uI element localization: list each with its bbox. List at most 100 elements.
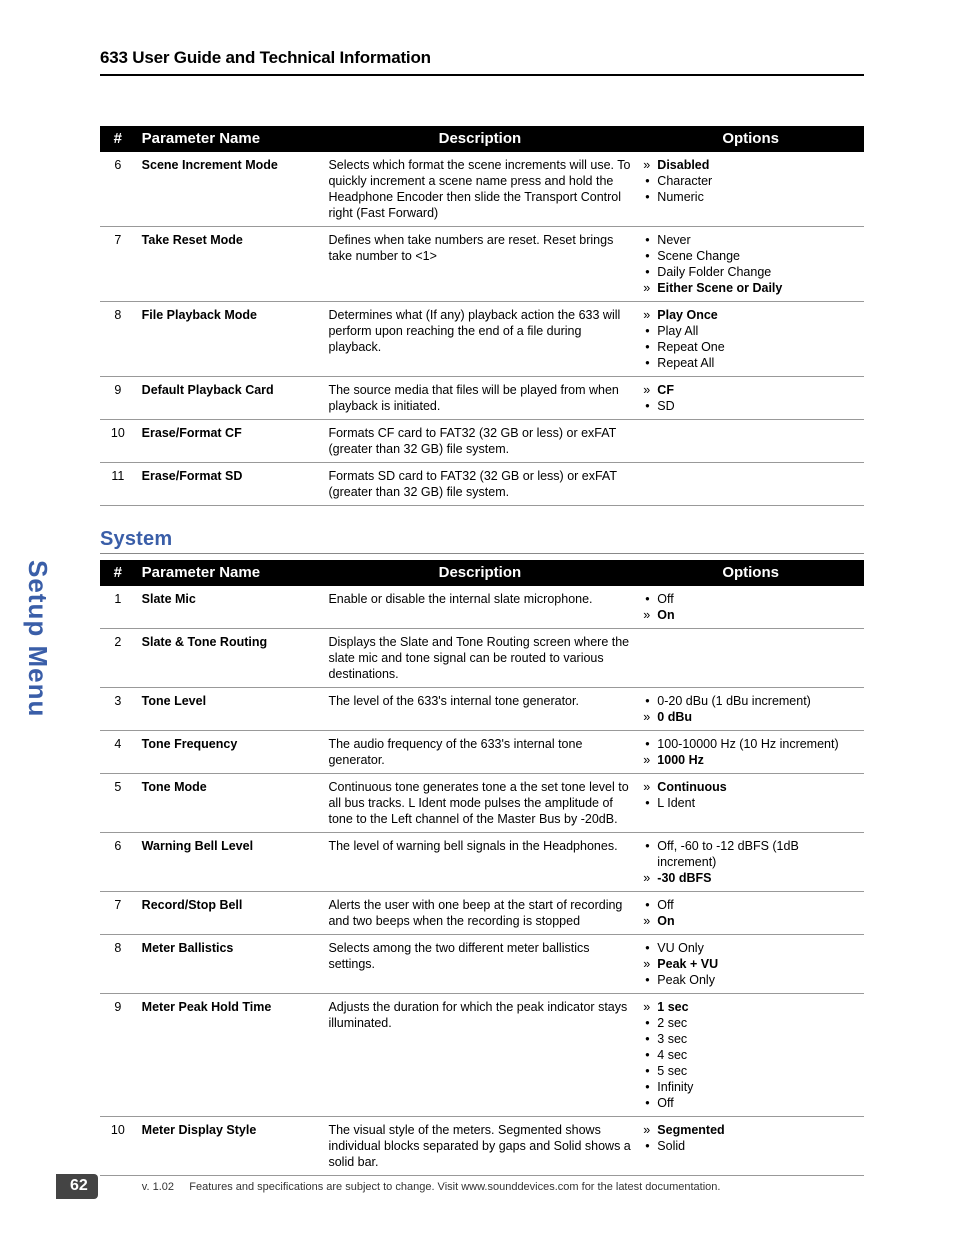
- cell-num: 9: [100, 994, 136, 1117]
- option-item: 2 sec: [643, 1015, 858, 1031]
- cell-parameter-name: Slate & Tone Routing: [136, 629, 323, 688]
- table-row: 5Tone ModeContinuous tone generates tone…: [100, 774, 864, 833]
- option-item: SD: [643, 398, 858, 414]
- cell-parameter-name: Erase/Format CF: [136, 420, 323, 463]
- cell-num: 5: [100, 774, 136, 833]
- cell-options: [637, 420, 864, 463]
- cell-description: Displays the Slate and Tone Routing scre…: [322, 629, 637, 688]
- table-row: 7Take Reset ModeDefines when take number…: [100, 227, 864, 302]
- footer-text: v. 1.02 Features and specifications are …: [142, 1181, 721, 1193]
- table-header-row: # Parameter Name Description Options: [100, 126, 864, 152]
- option-item: Off: [643, 591, 858, 607]
- header-rule: [100, 74, 864, 76]
- cell-options: [637, 463, 864, 506]
- option-item: Play Once: [643, 307, 858, 323]
- option-item: Off: [643, 897, 858, 913]
- version-label: v. 1.02: [142, 1181, 174, 1193]
- cell-num: 2: [100, 629, 136, 688]
- options-list: ContinuousL Ident: [643, 779, 858, 811]
- cell-options: 1 sec2 sec3 sec4 sec5 secInfinityOff: [637, 994, 864, 1117]
- table-row: 3Tone LevelThe level of the 633's intern…: [100, 688, 864, 731]
- cell-parameter-name: Erase/Format SD: [136, 463, 323, 506]
- page-number-badge: 62: [56, 1174, 98, 1199]
- cell-description: Continuous tone generates tone a the set…: [322, 774, 637, 833]
- cell-description: Alerts the user with one beep at the sta…: [322, 892, 637, 935]
- cell-parameter-name: Warning Bell Level: [136, 833, 323, 892]
- parameter-table-1: # Parameter Name Description Options 6Sc…: [100, 126, 864, 506]
- footer-note: Features and specifications are subject …: [189, 1181, 720, 1193]
- col-header-num: #: [100, 560, 136, 586]
- options-list: DisabledCharacterNumeric: [643, 157, 858, 205]
- options-list: Off, -60 to -12 dBFS (1dB increment)-30 …: [643, 838, 858, 886]
- cell-num: 6: [100, 152, 136, 227]
- table-row: 10Erase/Format CFFormats CF card to FAT3…: [100, 420, 864, 463]
- cell-options: NeverScene ChangeDaily Folder ChangeEith…: [637, 227, 864, 302]
- options-list: OffOn: [643, 591, 858, 623]
- parameter-table-2: # Parameter Name Description Options 1Sl…: [100, 560, 864, 1176]
- cell-options: SegmentedSolid: [637, 1117, 864, 1176]
- cell-description: Adjusts the duration for which the peak …: [322, 994, 637, 1117]
- table-row: 11Erase/Format SDFormats SD card to FAT3…: [100, 463, 864, 506]
- table-row: 6Scene Increment ModeSelects which forma…: [100, 152, 864, 227]
- cell-description: The level of the 633's internal tone gen…: [322, 688, 637, 731]
- option-item: Play All: [643, 323, 858, 339]
- col-header-opt: Options: [637, 560, 864, 586]
- col-header-opt: Options: [637, 126, 864, 152]
- option-item: 5 sec: [643, 1063, 858, 1079]
- doc-title: 633 User Guide and Technical Information: [100, 48, 864, 68]
- options-list: SegmentedSolid: [643, 1122, 858, 1154]
- options-list: 100-10000 Hz (10 Hz increment)1000 Hz: [643, 736, 858, 768]
- cell-options: Play OncePlay AllRepeat OneRepeat All: [637, 302, 864, 377]
- table-row: 9Meter Peak Hold TimeAdjusts the duratio…: [100, 994, 864, 1117]
- col-header-desc: Description: [322, 560, 637, 586]
- cell-parameter-name: Record/Stop Bell: [136, 892, 323, 935]
- cell-options: CFSD: [637, 377, 864, 420]
- cell-num: 10: [100, 1117, 136, 1176]
- option-item: Scene Change: [643, 248, 858, 264]
- cell-num: 4: [100, 731, 136, 774]
- table-row: 7Record/Stop BellAlerts the user with on…: [100, 892, 864, 935]
- option-item: Daily Folder Change: [643, 264, 858, 280]
- option-item: 0 dBu: [643, 709, 858, 725]
- cell-parameter-name: Meter Peak Hold Time: [136, 994, 323, 1117]
- option-item: Repeat One: [643, 339, 858, 355]
- cell-num: 8: [100, 302, 136, 377]
- table-row: 6Warning Bell LevelThe level of warning …: [100, 833, 864, 892]
- option-item: Character: [643, 173, 858, 189]
- col-header-num: #: [100, 126, 136, 152]
- cell-num: 3: [100, 688, 136, 731]
- table-row: 2Slate & Tone RoutingDisplays the Slate …: [100, 629, 864, 688]
- table-row: 10Meter Display StyleThe visual style of…: [100, 1117, 864, 1176]
- table-row: 8Meter BallisticsSelects among the two d…: [100, 935, 864, 994]
- cell-options: [637, 629, 864, 688]
- cell-description: Selects which format the scene increment…: [322, 152, 637, 227]
- col-header-name: Parameter Name: [136, 126, 323, 152]
- cell-description: Selects among the two different meter ba…: [322, 935, 637, 994]
- option-item: Off: [643, 1095, 858, 1111]
- cell-options: DisabledCharacterNumeric: [637, 152, 864, 227]
- footer: 62 v. 1.02 Features and specifications a…: [0, 1174, 954, 1199]
- options-list: OffOn: [643, 897, 858, 929]
- col-header-name: Parameter Name: [136, 560, 323, 586]
- option-item: Solid: [643, 1138, 858, 1154]
- cell-num: 11: [100, 463, 136, 506]
- cell-options: VU OnlyPeak + VUPeak Only: [637, 935, 864, 994]
- cell-parameter-name: Tone Frequency: [136, 731, 323, 774]
- cell-options: OffOn: [637, 586, 864, 629]
- cell-description: Formats CF card to FAT32 (32 GB or less)…: [322, 420, 637, 463]
- cell-description: Defines when take numbers are reset. Res…: [322, 227, 637, 302]
- section-heading-system: System: [100, 528, 864, 554]
- cell-description: The visual style of the meters. Segmente…: [322, 1117, 637, 1176]
- cell-description: The audio frequency of the 633's interna…: [322, 731, 637, 774]
- cell-options: OffOn: [637, 892, 864, 935]
- cell-options: 100-10000 Hz (10 Hz increment)1000 Hz: [637, 731, 864, 774]
- table-row: 4Tone FrequencyThe audio frequency of th…: [100, 731, 864, 774]
- options-list: Play OncePlay AllRepeat OneRepeat All: [643, 307, 858, 371]
- page: 633 User Guide and Technical Information…: [0, 0, 954, 1235]
- cell-parameter-name: Slate Mic: [136, 586, 323, 629]
- cell-num: 7: [100, 892, 136, 935]
- table-row: 8File Playback ModeDetermines what (If a…: [100, 302, 864, 377]
- cell-description: Enable or disable the internal slate mic…: [322, 586, 637, 629]
- cell-options: ContinuousL Ident: [637, 774, 864, 833]
- side-section-label: Setup Menu: [22, 560, 53, 717]
